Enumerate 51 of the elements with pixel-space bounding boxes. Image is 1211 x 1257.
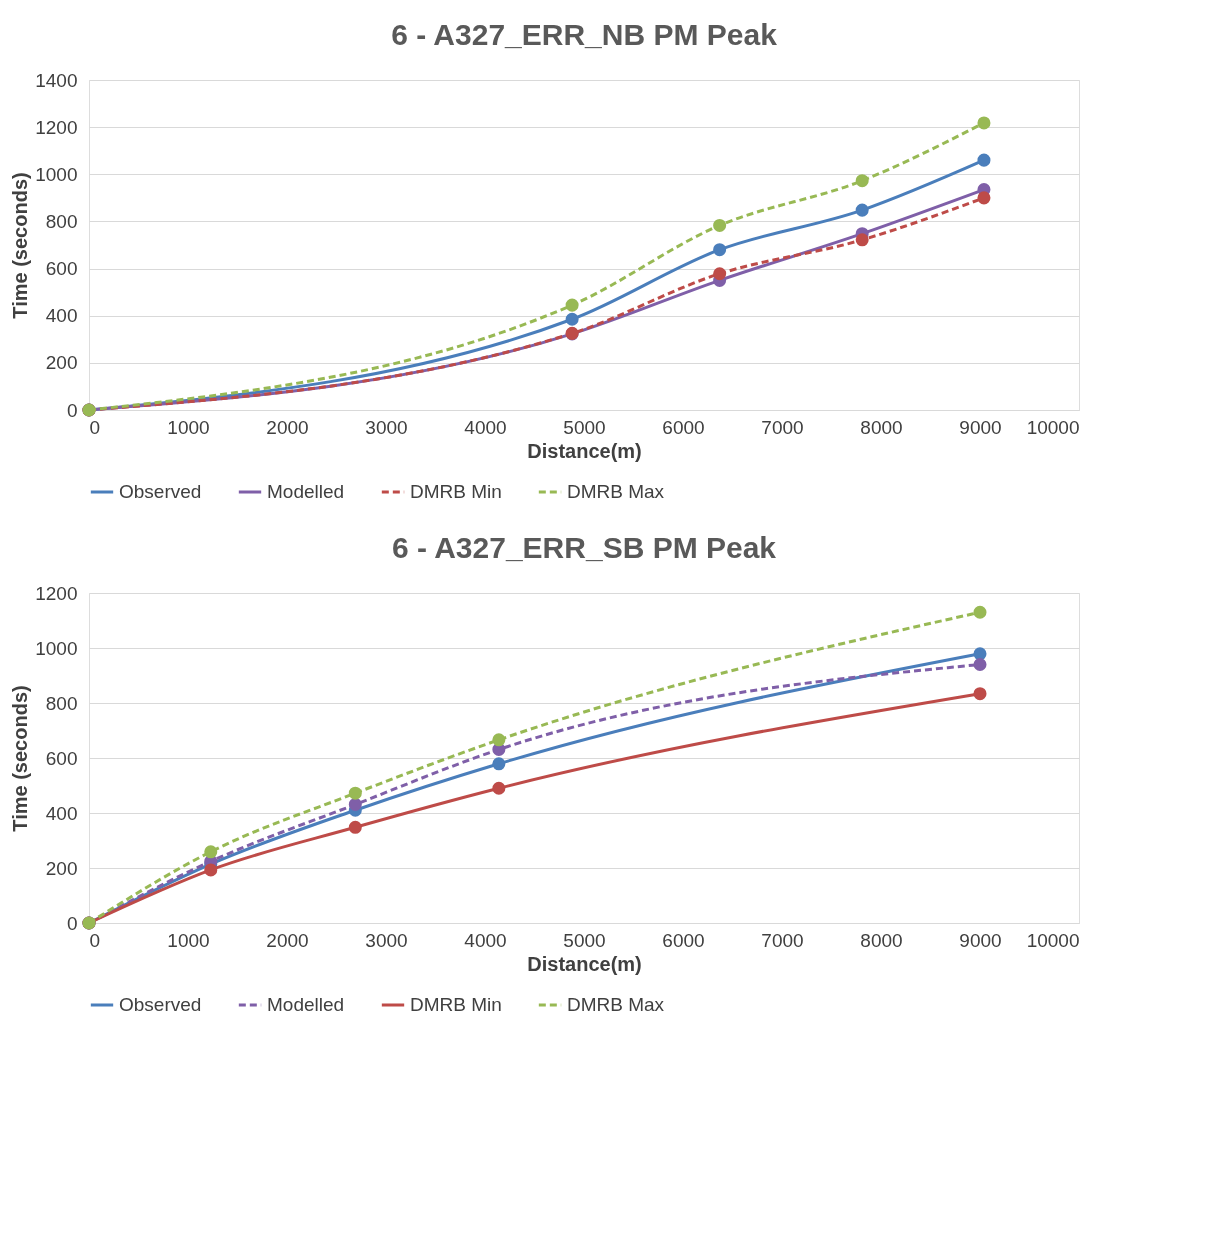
y-tick-label: 0 <box>66 399 78 421</box>
x-tick-label: 1000 <box>167 929 210 951</box>
x-tick-label: 8000 <box>860 416 903 438</box>
y-tick-label: 1200 <box>35 116 78 138</box>
y-tick-label: 0 <box>66 912 78 934</box>
x-tick-label: 2000 <box>266 929 309 951</box>
x-tick-label: 0 <box>89 416 101 438</box>
x-tick-label: 10000 <box>1026 416 1080 438</box>
x-tick-label: 5000 <box>563 416 606 438</box>
y-tick-label: 800 <box>45 692 78 714</box>
x-tick-label: 9000 <box>959 416 1002 438</box>
chart-title: 6 - A327_ERR_SB PM Peak <box>391 531 777 564</box>
x-tick-label: 6000 <box>662 929 705 951</box>
legend-label: DMRB Max <box>567 481 665 502</box>
x-tick-label: 7000 <box>761 929 804 951</box>
x-tick-label: 8000 <box>860 929 903 951</box>
x-tick-label: 10000 <box>1026 929 1080 951</box>
y-tick-label: 600 <box>45 258 78 280</box>
legend-label: DMRB Min <box>410 994 502 1015</box>
x-tick-label: 7000 <box>761 416 804 438</box>
legend-label: Observed <box>119 481 202 502</box>
legend-label: DMRB Min <box>410 481 502 502</box>
y-tick-label: 200 <box>45 857 78 879</box>
legend-label: Modelled <box>267 994 345 1015</box>
legend-label: DMRB Max <box>567 994 665 1015</box>
x-tick-label: 4000 <box>464 416 507 438</box>
y-axis-title: Time (seconds) <box>9 685 32 832</box>
y-tick-label: 400 <box>45 305 78 327</box>
y-tick-label: 400 <box>45 802 78 824</box>
x-tick-label: 6000 <box>662 416 705 438</box>
x-tick-label: 3000 <box>365 929 408 951</box>
y-tick-label: 800 <box>45 210 78 232</box>
y-tick-label: 1000 <box>35 163 78 185</box>
y-tick-label: 1400 <box>35 69 78 91</box>
y-axis-title: Time (seconds) <box>9 172 32 319</box>
x-tick-label: 5000 <box>563 929 606 951</box>
y-tick-label: 1200 <box>35 582 78 604</box>
x-tick-label: 2000 <box>266 416 309 438</box>
legend-label: Modelled <box>267 481 345 502</box>
x-tick-label: 4000 <box>464 929 507 951</box>
chart-title: 6 - A327_ERR_NB PM Peak <box>391 18 778 51</box>
legend-label: Observed <box>119 994 202 1015</box>
x-axis-title: Distance(m) <box>527 439 642 462</box>
x-tick-label: 0 <box>89 929 101 951</box>
y-tick-label: 600 <box>45 747 78 769</box>
x-tick-label: 3000 <box>365 416 408 438</box>
x-tick-label: 9000 <box>959 929 1002 951</box>
x-axis-title: Distance(m) <box>527 952 642 975</box>
y-tick-label: 1000 <box>35 637 78 659</box>
y-tick-label: 200 <box>45 352 78 374</box>
x-tick-label: 1000 <box>167 416 210 438</box>
